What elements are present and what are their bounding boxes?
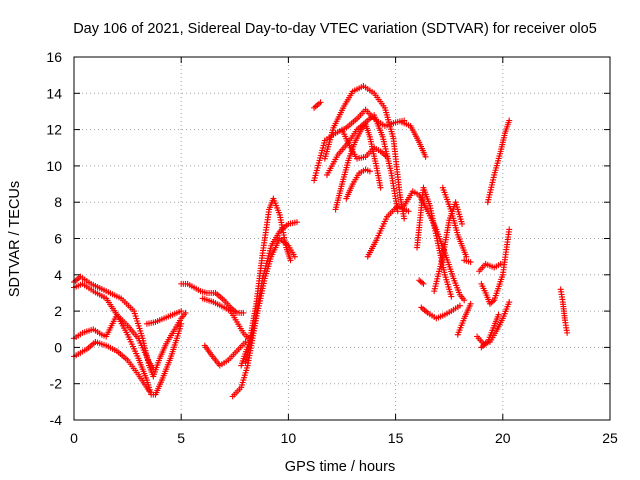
data-point	[506, 117, 513, 124]
data-point	[495, 311, 502, 318]
x-tick-label: 20	[495, 430, 511, 446]
data-point	[506, 299, 513, 306]
y-axis-label: SDTVAR / TECUs	[7, 181, 23, 297]
series-arc19	[364, 202, 412, 260]
data-point	[377, 184, 384, 191]
series-arc12	[311, 99, 324, 111]
data-point	[467, 300, 474, 307]
x-tick-label: 15	[388, 430, 404, 446]
data-marks	[71, 83, 571, 400]
series-arc7	[199, 295, 253, 344]
data-point	[420, 280, 427, 287]
series-arc4	[71, 338, 153, 394]
data-point	[291, 253, 298, 260]
data-point	[419, 279, 426, 286]
series-arc16	[332, 121, 384, 213]
data-point	[489, 298, 496, 305]
data-point	[422, 153, 429, 160]
series-arc33	[484, 117, 513, 206]
x-tick-label: 5	[177, 430, 185, 446]
series-arc18	[343, 166, 373, 202]
y-tick-label: 16	[46, 49, 62, 65]
y-tick-label: 0	[54, 339, 62, 355]
series-arc34	[557, 286, 571, 336]
series-arc25	[431, 199, 466, 295]
series-arc5	[143, 308, 185, 327]
y-tick-label: 14	[46, 85, 62, 101]
data-point	[366, 168, 373, 175]
chart-title: Day 106 of 2021, Sidereal Day-to-day VTE…	[73, 21, 597, 37]
series-arc26	[439, 184, 470, 260]
series-arc20	[399, 119, 429, 160]
x-tick-label: 25	[602, 430, 618, 446]
series-arc2	[71, 280, 185, 398]
series-arc28	[454, 300, 474, 338]
data-point	[564, 329, 571, 336]
series-arc30	[476, 260, 504, 275]
series-arc17	[339, 126, 391, 162]
series-arc11	[242, 219, 300, 365]
data-point	[293, 219, 300, 226]
series-arc23	[416, 277, 427, 287]
series-arc14	[321, 83, 408, 222]
data-point	[467, 259, 474, 266]
y-tick-label: 6	[54, 231, 62, 247]
data-point	[287, 257, 294, 264]
data-point	[150, 366, 157, 373]
data-point	[317, 99, 324, 106]
data-point	[401, 215, 408, 222]
data-point	[461, 297, 468, 304]
data-point	[459, 220, 466, 227]
data-point	[178, 320, 185, 327]
y-tick-label: 2	[54, 303, 62, 319]
y-tick-label: 12	[46, 122, 62, 138]
data-point	[146, 387, 153, 394]
y-tick-label: 8	[54, 194, 62, 210]
data-point	[506, 226, 513, 233]
series-arc29	[478, 226, 513, 307]
data-point	[384, 153, 391, 160]
data-point	[182, 309, 189, 316]
x-axis-label: GPS time / hours	[285, 459, 395, 475]
series-arc8	[201, 338, 249, 369]
y-tick-label: 10	[46, 158, 62, 174]
y-tick-label: 4	[54, 267, 62, 283]
series-arc6	[178, 280, 247, 316]
series-arc10	[238, 195, 294, 369]
series-arc24	[418, 302, 463, 322]
axis-ticks: 0 5 10 15 20 25 -4 -2 0 2 4 6 8 10 12 14 16	[46, 49, 618, 446]
y-tick-label: -2	[50, 376, 63, 392]
data-point	[240, 309, 247, 316]
series-arc1	[71, 273, 189, 380]
y-tick-label: -4	[50, 412, 63, 428]
series-arc3	[71, 311, 157, 373]
data-point	[497, 260, 504, 267]
data-point	[405, 208, 412, 215]
x-tick-label: 0	[70, 430, 78, 446]
data-point	[456, 302, 463, 309]
data-point	[448, 293, 455, 300]
data-point	[394, 208, 401, 215]
x-tick-label: 10	[281, 430, 297, 446]
series-arc27	[461, 257, 474, 266]
series-arc22	[414, 184, 455, 300]
data-point	[178, 308, 185, 315]
series-arc32	[478, 311, 502, 351]
